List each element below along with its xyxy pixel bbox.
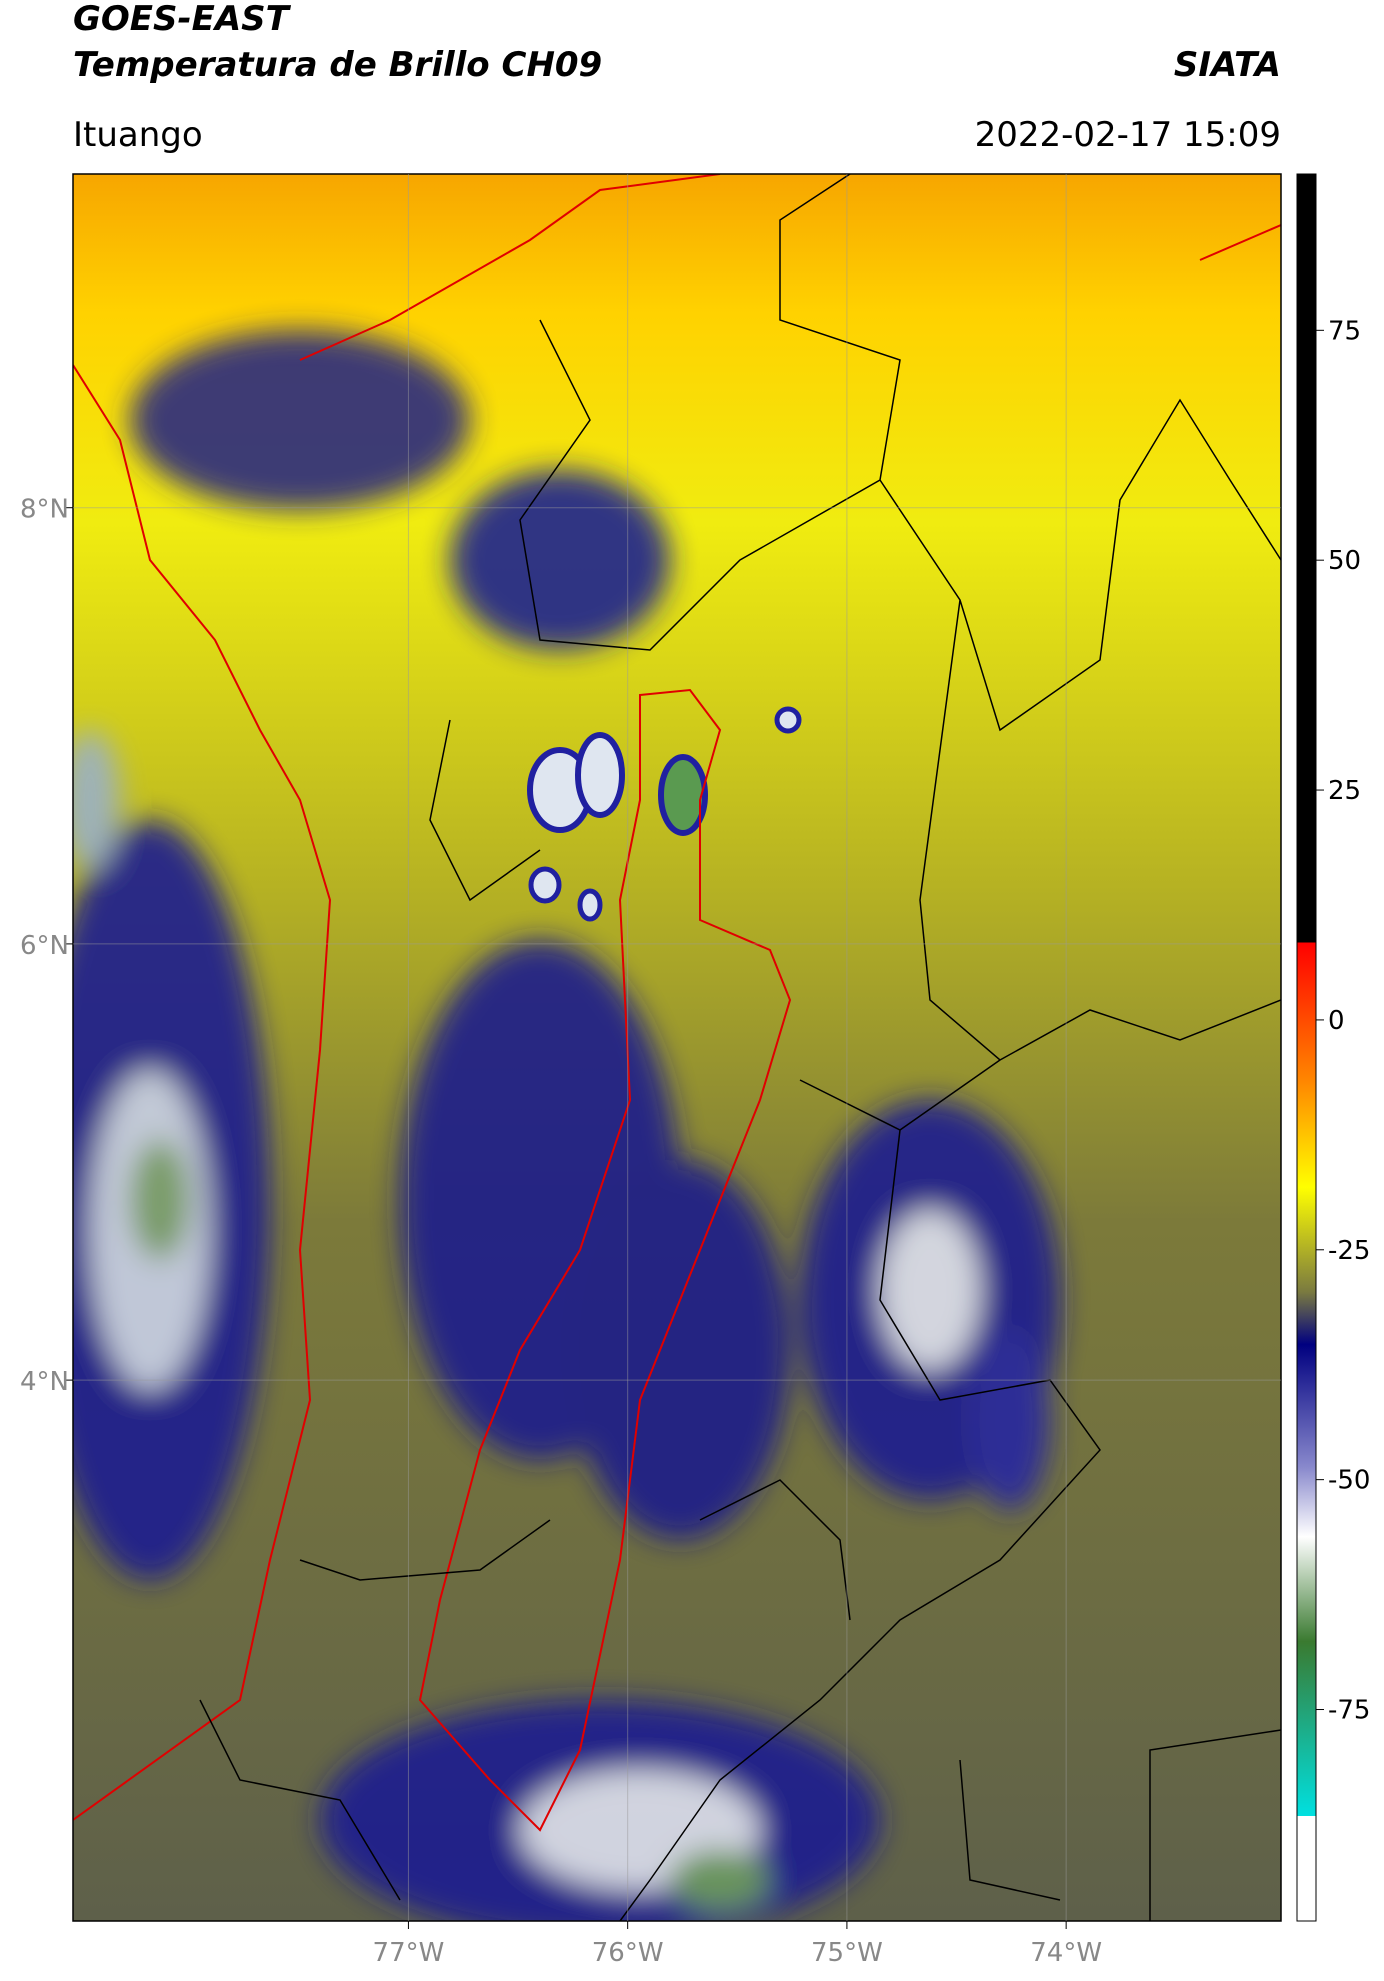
colorbar-tick-label: -25 [1328,1236,1370,1266]
colorbar-tick-label: 25 [1328,776,1361,806]
x-tick-label: 74°W [1030,1938,1102,1968]
title: GOES-EAST [73,0,292,39]
colorbar [1296,173,1317,1922]
y-tick-label: 4°N [20,1367,69,1397]
map-frame [72,173,1282,1922]
x-tick-label: 77°W [373,1938,445,1968]
x-tick-label: 75°W [811,1938,883,1968]
colorbar-tick-label: 0 [1328,1006,1345,1036]
colorbar-tick-label: 50 [1328,546,1361,576]
satellite-image [73,174,1281,1921]
y-tick-label: 8°N [20,495,69,525]
source: SIATA [1174,45,1281,85]
datetime: 2022-02-17 15:09 [975,115,1281,155]
colorbar-tick-label: -75 [1328,1696,1370,1726]
colorbar-tick-label: 75 [1328,316,1361,346]
colorbar-tick-label: -50 [1328,1466,1370,1496]
subtitle: Temperatura de Brillo CH09 [73,45,602,85]
location: Ituango [73,115,203,155]
x-tick-label: 76°W [592,1938,664,1968]
y-tick-label: 6°N [20,931,69,961]
